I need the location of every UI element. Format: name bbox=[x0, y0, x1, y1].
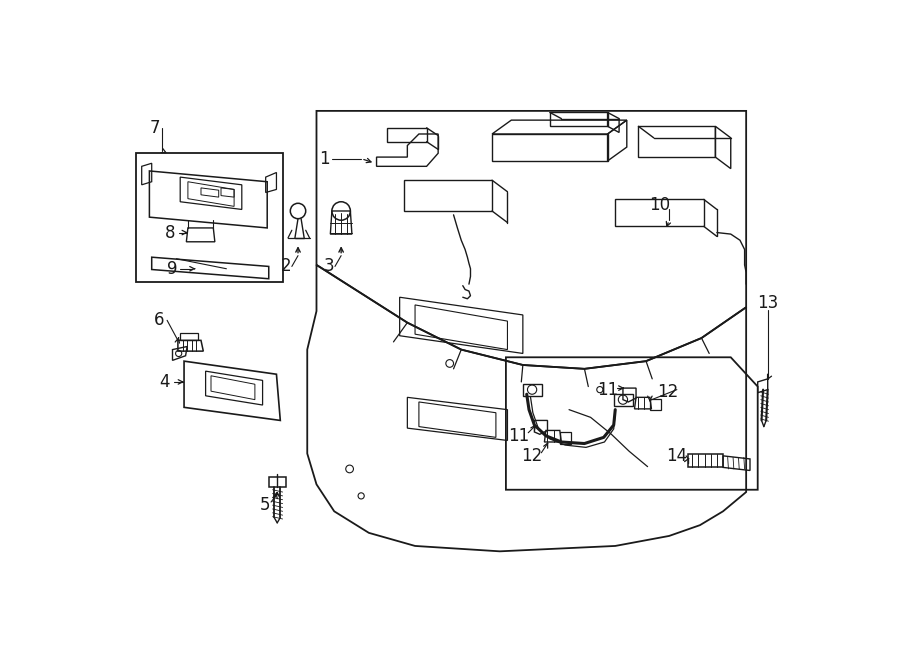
Text: 2: 2 bbox=[281, 257, 291, 276]
Text: 10: 10 bbox=[649, 196, 670, 214]
Text: 7: 7 bbox=[149, 119, 160, 137]
Text: 4: 4 bbox=[159, 373, 170, 391]
Text: 6: 6 bbox=[154, 311, 165, 329]
Text: 8: 8 bbox=[165, 223, 176, 241]
Text: 11: 11 bbox=[508, 427, 529, 445]
Text: 12: 12 bbox=[521, 447, 543, 465]
Text: 3: 3 bbox=[323, 257, 334, 276]
Text: 14: 14 bbox=[666, 447, 688, 465]
Text: 13: 13 bbox=[757, 294, 778, 313]
Text: 12: 12 bbox=[657, 383, 679, 401]
Text: 5: 5 bbox=[259, 496, 270, 514]
Text: 11: 11 bbox=[597, 381, 618, 399]
Text: 9: 9 bbox=[167, 260, 178, 278]
Text: 1: 1 bbox=[319, 149, 329, 168]
